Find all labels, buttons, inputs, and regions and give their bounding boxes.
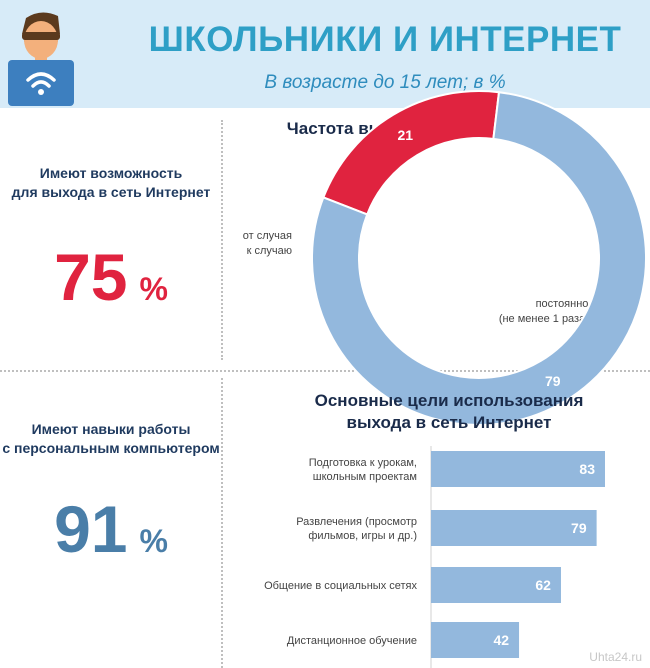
bar-category-label: Дистанционное обучение	[287, 635, 417, 647]
internet-access-label: Имеют возможность для выхода в сеть Интер…	[11, 165, 211, 200]
donut-label-occasional: 21	[397, 127, 413, 143]
bar	[431, 567, 561, 603]
bar-value-label: 79	[571, 520, 587, 536]
bar-category-label-line: фильмов, игры и др.)	[308, 530, 417, 542]
page-title: ШКОЛЬНИКИ И ИНТЕРНЕТ	[148, 20, 622, 59]
divider-vertical-top	[221, 120, 223, 360]
bar	[431, 510, 597, 546]
page-subtitle: В возрасте до 15 лет; в %	[264, 72, 506, 93]
bar-value-label: 42	[493, 632, 509, 648]
student-at-laptop-icon	[8, 12, 74, 106]
bar-chart-title: Основные цели использования выхода в сеть…	[314, 391, 584, 432]
bar-category-label-line: Общение в социальных сетях	[264, 580, 417, 592]
donut-slice-regular	[311, 91, 647, 426]
bar-value-label: 62	[535, 577, 551, 593]
pc-skills-number: 91	[54, 492, 128, 566]
divider-vertical-bottom	[221, 378, 223, 668]
pc-skills-percent-sign: %	[139, 523, 168, 559]
bar-category-label-line: Дистанционное обучение	[287, 635, 417, 647]
donut-label-regular: 79	[545, 373, 561, 389]
donut-occasional-note: от случая к случаю	[242, 230, 292, 257]
header-banner	[0, 0, 650, 108]
pc-skills-label: Имеют навыки работы с персональным компью…	[2, 421, 220, 456]
bar-category-label: Развлечения (просмотр фильмов, игры и др.…	[296, 516, 417, 542]
bar-category-label: Подготовка к урокам, школьным проектам	[309, 457, 417, 483]
bar-category-label-line: Развлечения (просмотр	[296, 516, 417, 528]
bar	[431, 451, 605, 487]
watermark: Uhta24.ru	[589, 650, 642, 664]
internet-access-percent-sign: %	[139, 271, 168, 307]
bar-category-label-line: школьным проектам	[313, 471, 417, 483]
pc-skills-value: 91%	[0, 496, 222, 562]
bar-value-label: 83	[579, 461, 595, 477]
bar	[431, 622, 520, 658]
divider-horizontal	[0, 370, 650, 372]
internet-access-value: 75%	[0, 244, 222, 310]
bar-category-label-line: Подготовка к урокам,	[309, 457, 417, 469]
bar-category-label: Общение в социальных сетях	[264, 580, 417, 592]
internet-access-number: 75	[54, 240, 128, 314]
